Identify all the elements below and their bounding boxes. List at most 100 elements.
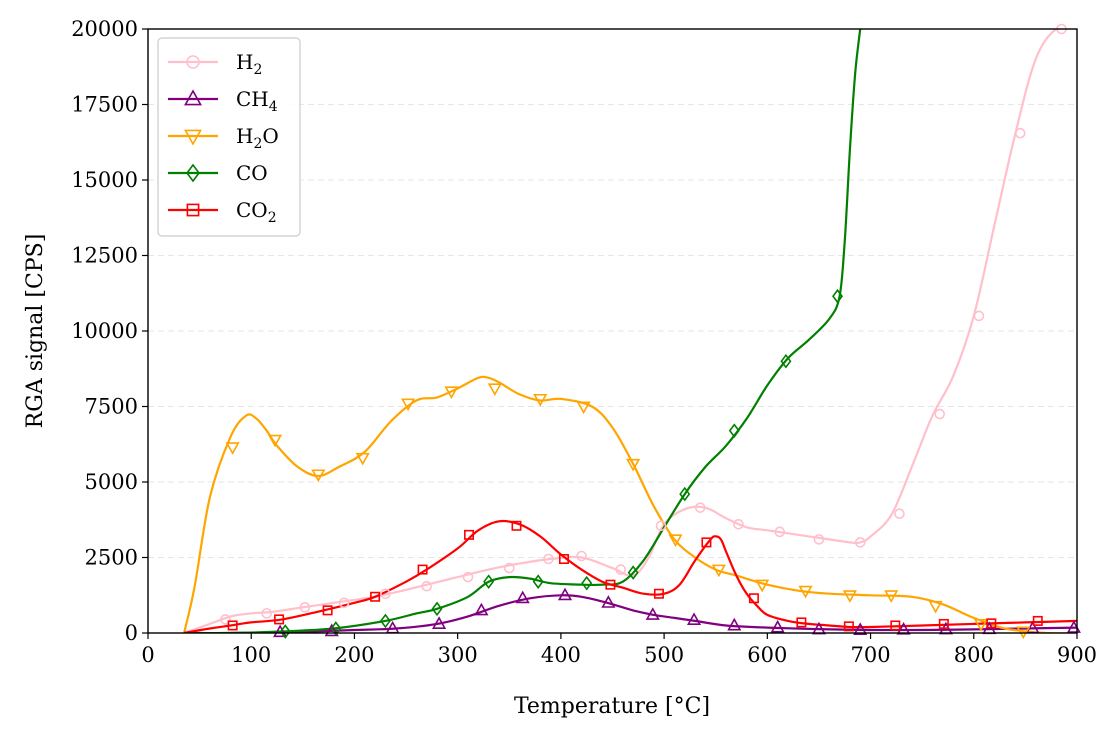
y-tick-label-5: 12500 <box>71 244 138 268</box>
marker-h2-17 <box>894 508 905 520</box>
marker-co-7 <box>627 565 639 580</box>
marker-co2-10 <box>701 537 712 548</box>
y-tick-label-1: 2500 <box>85 546 138 570</box>
marker-h2o-9 <box>626 458 641 472</box>
legend-marker-co <box>186 163 200 183</box>
marker-h2-6 <box>462 571 474 583</box>
marker-h2o-3 <box>355 452 370 466</box>
axis-layer: 0 100 200 300 400 500 600 700 800 900 0 2500 5000 750… <box>71 17 1097 667</box>
marker-co-9 <box>728 423 740 438</box>
marker-h2-16 <box>854 537 866 548</box>
marker-h2o-11 <box>711 564 726 578</box>
marker-ch4-10 <box>727 617 742 631</box>
marker-h2o-10 <box>668 534 683 548</box>
legend-label-ch4: CH4 <box>236 87 278 115</box>
marker-co2-12 <box>796 617 807 628</box>
marker-h2o-4 <box>401 398 416 412</box>
marker-h2-10 <box>615 564 627 575</box>
x-tick-label-4: 400 <box>541 643 581 667</box>
marker-co2-2 <box>322 605 333 616</box>
marker-h2o-8 <box>576 401 591 415</box>
marker-ch4-3 <box>432 616 447 629</box>
marker-co2-14 <box>890 620 901 631</box>
marker-co2-1 <box>274 614 285 625</box>
legend-marker-h2 <box>186 55 200 69</box>
marker-co2-4 <box>417 564 428 575</box>
x-tick-label-1: 100 <box>231 643 271 667</box>
y-tick-label-7: 17500 <box>71 93 138 117</box>
y-tick-label-8: 20000 <box>71 17 138 41</box>
marker-ch4-7 <box>601 595 616 608</box>
grid-lines <box>148 104 1077 558</box>
marker-h2o-14 <box>842 590 857 603</box>
marker-co-3 <box>431 601 443 617</box>
marker-co-11 <box>832 288 844 304</box>
series-line-co <box>184 29 862 633</box>
x-tick-label-9: 900 <box>1057 643 1097 667</box>
marker-h2o-17 <box>973 618 989 632</box>
x-tick-label-8: 800 <box>954 643 994 667</box>
marker-h2o-12 <box>755 579 770 593</box>
legend-label-co2: CO2 <box>236 198 277 226</box>
marker-h2o-16 <box>928 600 943 614</box>
marker-h2o-1 <box>267 434 283 448</box>
marker-h2-9 <box>576 550 587 562</box>
marker-h2-15 <box>813 534 825 545</box>
marker-h2o-15 <box>884 590 899 603</box>
marker-co2-11 <box>748 593 759 604</box>
marker-h2-4 <box>380 588 391 600</box>
marker-co2-0 <box>227 620 238 631</box>
marker-h2o-5 <box>444 386 459 400</box>
marker-co-1 <box>330 621 342 636</box>
y-tick-label-3: 7500 <box>85 395 138 419</box>
marker-h2-20 <box>1014 127 1026 139</box>
marker-co2-9 <box>653 588 664 599</box>
marker-h2-19 <box>973 310 985 322</box>
marker-ch4-5 <box>515 590 530 604</box>
legend-label-h2o: H2O <box>236 124 279 152</box>
marker-co-2 <box>379 613 391 629</box>
series-line-ch4 <box>184 594 1077 633</box>
y-tick-label-4: 10000 <box>71 319 138 343</box>
marker-h2o-13 <box>798 585 813 599</box>
marker-co2-15 <box>938 618 949 629</box>
marker-h2o-2 <box>311 469 326 483</box>
y-tick-label-6: 15000 <box>71 168 138 192</box>
series-line-h2o <box>183 375 1077 633</box>
marker-co2-8 <box>605 579 616 590</box>
marker-co-4 <box>483 574 495 589</box>
legend-label-h2: H2 <box>236 50 262 78</box>
legend-marker-ch4 <box>184 89 202 106</box>
marker-co2-5 <box>464 529 475 540</box>
marker-h2-8 <box>543 553 554 565</box>
marker-ch4-6 <box>557 587 573 601</box>
marker-layer <box>220 23 1081 640</box>
marker-co-10 <box>780 353 792 369</box>
marker-h2o-7 <box>533 393 548 407</box>
marker-co2-17 <box>1032 615 1043 626</box>
marker-h2-5 <box>421 580 433 592</box>
marker-ch4-1 <box>324 623 339 637</box>
x-tick-label-7: 700 <box>851 643 891 667</box>
marker-h2o-6 <box>487 383 502 397</box>
marker-co2-13 <box>843 621 854 632</box>
series-line-h2 <box>183 29 1077 633</box>
x-tick-label-5: 500 <box>644 643 684 667</box>
marker-ch4-4 <box>474 602 489 616</box>
legend: H2 CH4 H2O CO CO2 <box>157 37 301 237</box>
marker-co2-3 <box>370 591 381 602</box>
marker-co-6 <box>581 575 593 591</box>
marker-co2-7 <box>558 554 569 565</box>
marker-h2-11 <box>655 520 667 532</box>
marker-co-8 <box>679 486 691 502</box>
series-layer <box>183 29 1077 633</box>
marker-h2-14 <box>774 526 786 538</box>
marker-ch4-14 <box>896 622 911 635</box>
x-tick-label-3: 300 <box>438 643 478 667</box>
legend-box <box>157 37 301 237</box>
marker-ch4-9 <box>686 612 702 626</box>
marker-ch4-13 <box>853 622 868 635</box>
y-tick-label-2: 5000 <box>85 470 138 494</box>
